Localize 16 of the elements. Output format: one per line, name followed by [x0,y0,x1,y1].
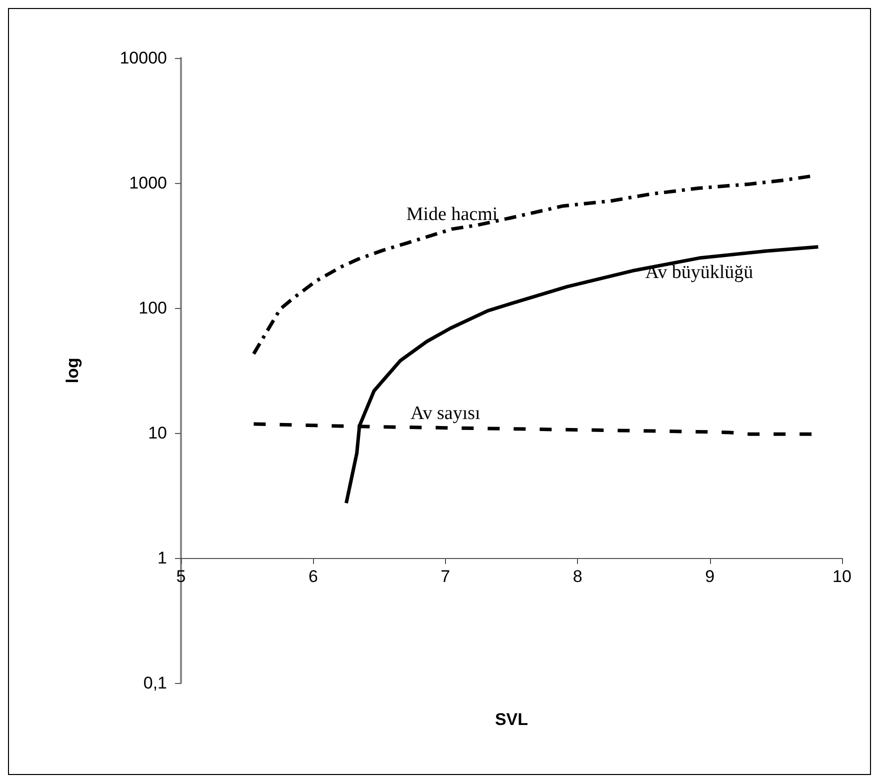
y-tick-label: 10000 [120,48,167,68]
x-tick-label: 10 [832,567,852,586]
x-tick-label: 5 [176,567,186,586]
x-tick-label: 7 [440,567,450,586]
x-tick-label: 8 [572,567,582,586]
y-tick-label: 1 [158,548,167,568]
y-tick-label: 0,1 [143,674,167,692]
x-tick-label: 9 [705,567,715,586]
y-axis-title: log [63,358,82,384]
series-label: Av sayısı [410,402,480,424]
y-tick-label: 1000 [129,174,167,192]
x-axis-title: SVL [494,710,528,729]
y-tick-label: 10 [148,424,167,442]
x-tick-label: 6 [308,567,318,586]
y-tick-label: 100 [138,298,167,318]
series-label: Mide hacmi [406,204,498,226]
